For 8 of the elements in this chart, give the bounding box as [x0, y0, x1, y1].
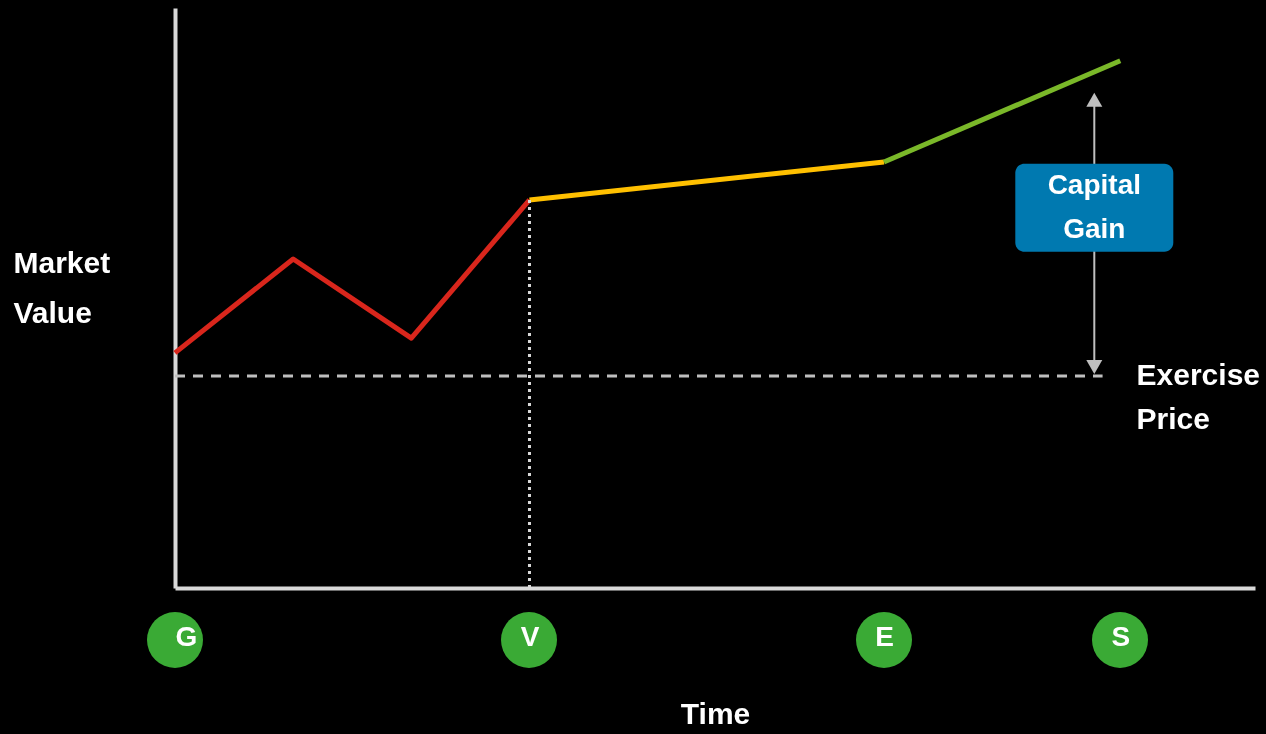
x-tick-label: G — [175, 620, 198, 652]
x-tick-label: V — [520, 620, 540, 652]
x-tick-label: E — [875, 620, 894, 652]
y-axis-title: Market Value — [13, 245, 111, 329]
x-tick-label: S — [1111, 620, 1131, 652]
ref-line-label: Exercise Price — [1136, 358, 1261, 436]
annotation: Capital Gain — [1047, 168, 1141, 244]
x-axis-title: Time — [680, 696, 751, 730]
